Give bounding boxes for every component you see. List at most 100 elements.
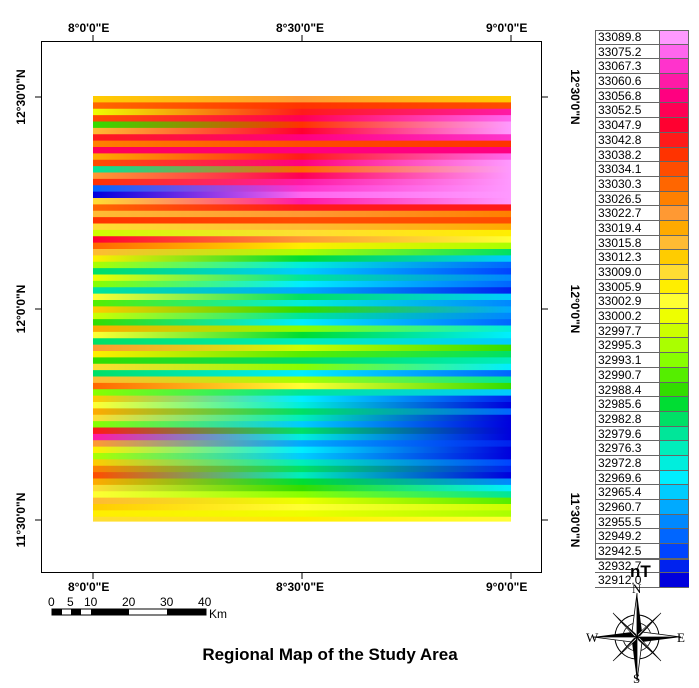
legend-value: 32912.0	[598, 573, 642, 588]
legend-swatch	[659, 118, 689, 132]
legend-row: 33002.9	[595, 294, 689, 310]
raster-band	[93, 217, 511, 225]
raster-band	[93, 166, 511, 174]
compass-rose-icon	[592, 592, 682, 682]
legend-row: 32949.2	[595, 529, 689, 545]
legend-value: 33000.2	[598, 309, 642, 324]
legend-row: 33047.9	[595, 118, 689, 133]
raster-band	[93, 402, 511, 409]
raster-band	[93, 478, 511, 486]
lat-label-left-11-30: 11°30'0"N	[14, 492, 28, 548]
raster-band	[93, 153, 511, 161]
legend-value: 33009.0	[598, 265, 642, 279]
legend-swatch	[659, 382, 689, 397]
legend-row: 32976.3	[595, 441, 689, 456]
raster-band	[93, 357, 511, 365]
legend-value: 33030.3	[598, 176, 642, 191]
legend-row: 32997.7	[595, 323, 689, 339]
scale-unit: Km	[209, 607, 227, 621]
lon-label-top-8-30: 8°30'0"E	[276, 21, 325, 35]
legend-swatch	[659, 294, 689, 309]
raster-band	[93, 319, 511, 327]
legend-value: 32990.7	[598, 367, 642, 382]
legend-value: 33060.6	[598, 74, 642, 89]
compass-west-label: W	[586, 630, 599, 645]
raster-band	[93, 178, 511, 186]
legend-swatch	[659, 191, 689, 206]
legend-swatch	[659, 485, 689, 499]
compass-south-label: S	[633, 671, 641, 686]
raster-band	[93, 376, 511, 384]
raster-band	[93, 229, 511, 237]
legend-value: 33034.1	[598, 162, 642, 177]
legend-row: 33089.8	[595, 30, 689, 45]
raster-band	[93, 185, 511, 193]
raster-band	[93, 172, 511, 180]
legend-swatch	[659, 353, 689, 367]
raster-band	[93, 255, 511, 263]
legend-row: 33022.7	[595, 206, 689, 221]
compass-north-label: N	[632, 581, 642, 596]
legend-row: 33015.8	[595, 235, 689, 251]
lon-label-bottom-8-0: 8°0'0"E	[68, 580, 110, 594]
raster-band	[93, 465, 511, 473]
scale-label-40: 40	[198, 595, 212, 609]
legend-row: 32932.7	[595, 558, 689, 574]
raster-band	[93, 440, 511, 448]
legend-value: 33052.5	[598, 103, 642, 118]
legend-row: 33042.8	[595, 132, 689, 148]
legend-swatch	[659, 279, 689, 294]
legend-swatch	[659, 500, 689, 514]
raster-band	[93, 363, 511, 371]
legend-swatch	[659, 397, 689, 411]
raster-band	[93, 382, 511, 390]
legend-value: 32969.6	[598, 470, 642, 485]
lat-label-left-12-30: 12°30'0"N	[14, 69, 28, 125]
raster-band	[93, 459, 511, 467]
raster-band	[93, 147, 511, 154]
lat-label-right-12-0: 12°0'0"N	[568, 284, 582, 334]
legend-value: 32988.4	[598, 382, 642, 397]
legend-swatch	[659, 162, 689, 176]
legend-row: 33052.5	[595, 103, 689, 119]
raster-band	[93, 497, 511, 505]
lat-label-right-12-30: 12°30'0"N	[568, 69, 582, 125]
raster-band	[93, 472, 511, 480]
lon-label-top-8-0: 8°0'0"E	[68, 21, 110, 35]
lon-label-top-9-0: 9°0'0"E	[486, 21, 528, 35]
raster-band	[93, 159, 511, 167]
legend-row: 33056.8	[595, 88, 689, 104]
legend-value: 33089.8	[598, 30, 642, 44]
legend-row: 32985.6	[595, 397, 689, 412]
legend-row: 32982.8	[595, 411, 689, 427]
raster-band	[93, 325, 511, 333]
legend-row: 32972.8	[595, 455, 689, 471]
legend-swatch	[659, 235, 689, 250]
magnetic-field-raster	[93, 96, 511, 522]
legend-swatch	[659, 44, 689, 59]
raster-band	[93, 210, 511, 218]
raster-band	[93, 108, 511, 116]
legend-swatch	[659, 573, 689, 588]
legend-value: 33002.9	[598, 294, 642, 309]
raster-band	[93, 453, 511, 460]
legend-value: 32942.5	[598, 544, 642, 559]
raster-band	[93, 300, 511, 307]
raster-band	[93, 331, 511, 339]
legend-value: 32995.3	[598, 338, 642, 353]
raster-band	[93, 287, 511, 295]
raster-band	[93, 395, 511, 403]
legend-swatch	[659, 206, 689, 220]
raster-band	[93, 204, 511, 212]
legend-value: 33075.2	[598, 44, 642, 59]
raster-band	[93, 510, 511, 518]
legend-swatch	[659, 338, 689, 353]
legend-value: 32955.5	[598, 514, 642, 529]
legend-swatch	[659, 265, 689, 279]
legend-row: 33009.0	[595, 265, 689, 280]
legend-swatch	[659, 88, 689, 103]
raster-band	[93, 115, 511, 123]
raster-band	[93, 446, 511, 454]
raster-band	[93, 408, 511, 416]
